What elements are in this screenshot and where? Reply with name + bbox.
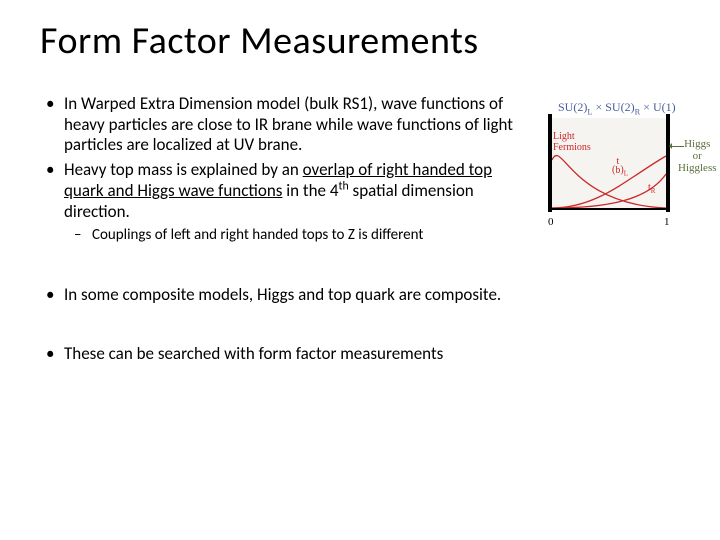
label-light-fermions: Light Fermions <box>553 132 591 153</box>
bullet-1: In Warped Extra Dimension model (bulk RS… <box>40 94 530 156</box>
lbl-higgs-3: Higgless <box>678 162 717 174</box>
lbl-light-2: Fermions <box>553 142 591 153</box>
lbl-tb-sub: L <box>624 170 628 178</box>
uv-brane <box>548 114 552 212</box>
ir-brane <box>666 114 670 212</box>
axis-label-0: 0 <box>548 216 554 228</box>
label-higgs: Higgs or Higgless <box>678 138 717 174</box>
baseline <box>548 208 670 210</box>
bullet-2-sub-1: Couplings of left and right handed tops … <box>64 226 530 245</box>
lbl-light-1: Light <box>553 131 575 142</box>
brane-diagram: SU(2)L × SU(2)R × U(1) Light Fermions (t… <box>538 100 706 232</box>
bullet-4: These can be searched with form factor m… <box>40 344 530 365</box>
text-column: In Warped Extra Dimension model (bulk RS… <box>40 94 530 369</box>
bullet-2: Heavy top mass is explained by an overla… <box>40 160 530 245</box>
lbl-tr-sub: R <box>651 187 656 195</box>
slide-title: Form Factor Measurements <box>40 18 692 64</box>
label-tbL: (tb)L <box>612 158 628 175</box>
lbl-higgs-1: Higgs <box>684 138 710 150</box>
bullet-2-post1: in the 4 <box>282 180 338 201</box>
bullet-2-sup: th <box>338 179 348 193</box>
axis-label-1: 1 <box>664 216 670 228</box>
bullet-3: In some composite models, Higgs and top … <box>40 285 530 306</box>
diagram-column: SU(2)L × SU(2)R × U(1) Light Fermions (t… <box>538 94 708 232</box>
bullet-2-pre: Heavy top mass is explained by an <box>64 159 303 180</box>
lbl-higgs-2: or <box>693 150 702 162</box>
label-tR: tR <box>648 182 655 193</box>
lbl-tb-b: b <box>615 165 620 176</box>
